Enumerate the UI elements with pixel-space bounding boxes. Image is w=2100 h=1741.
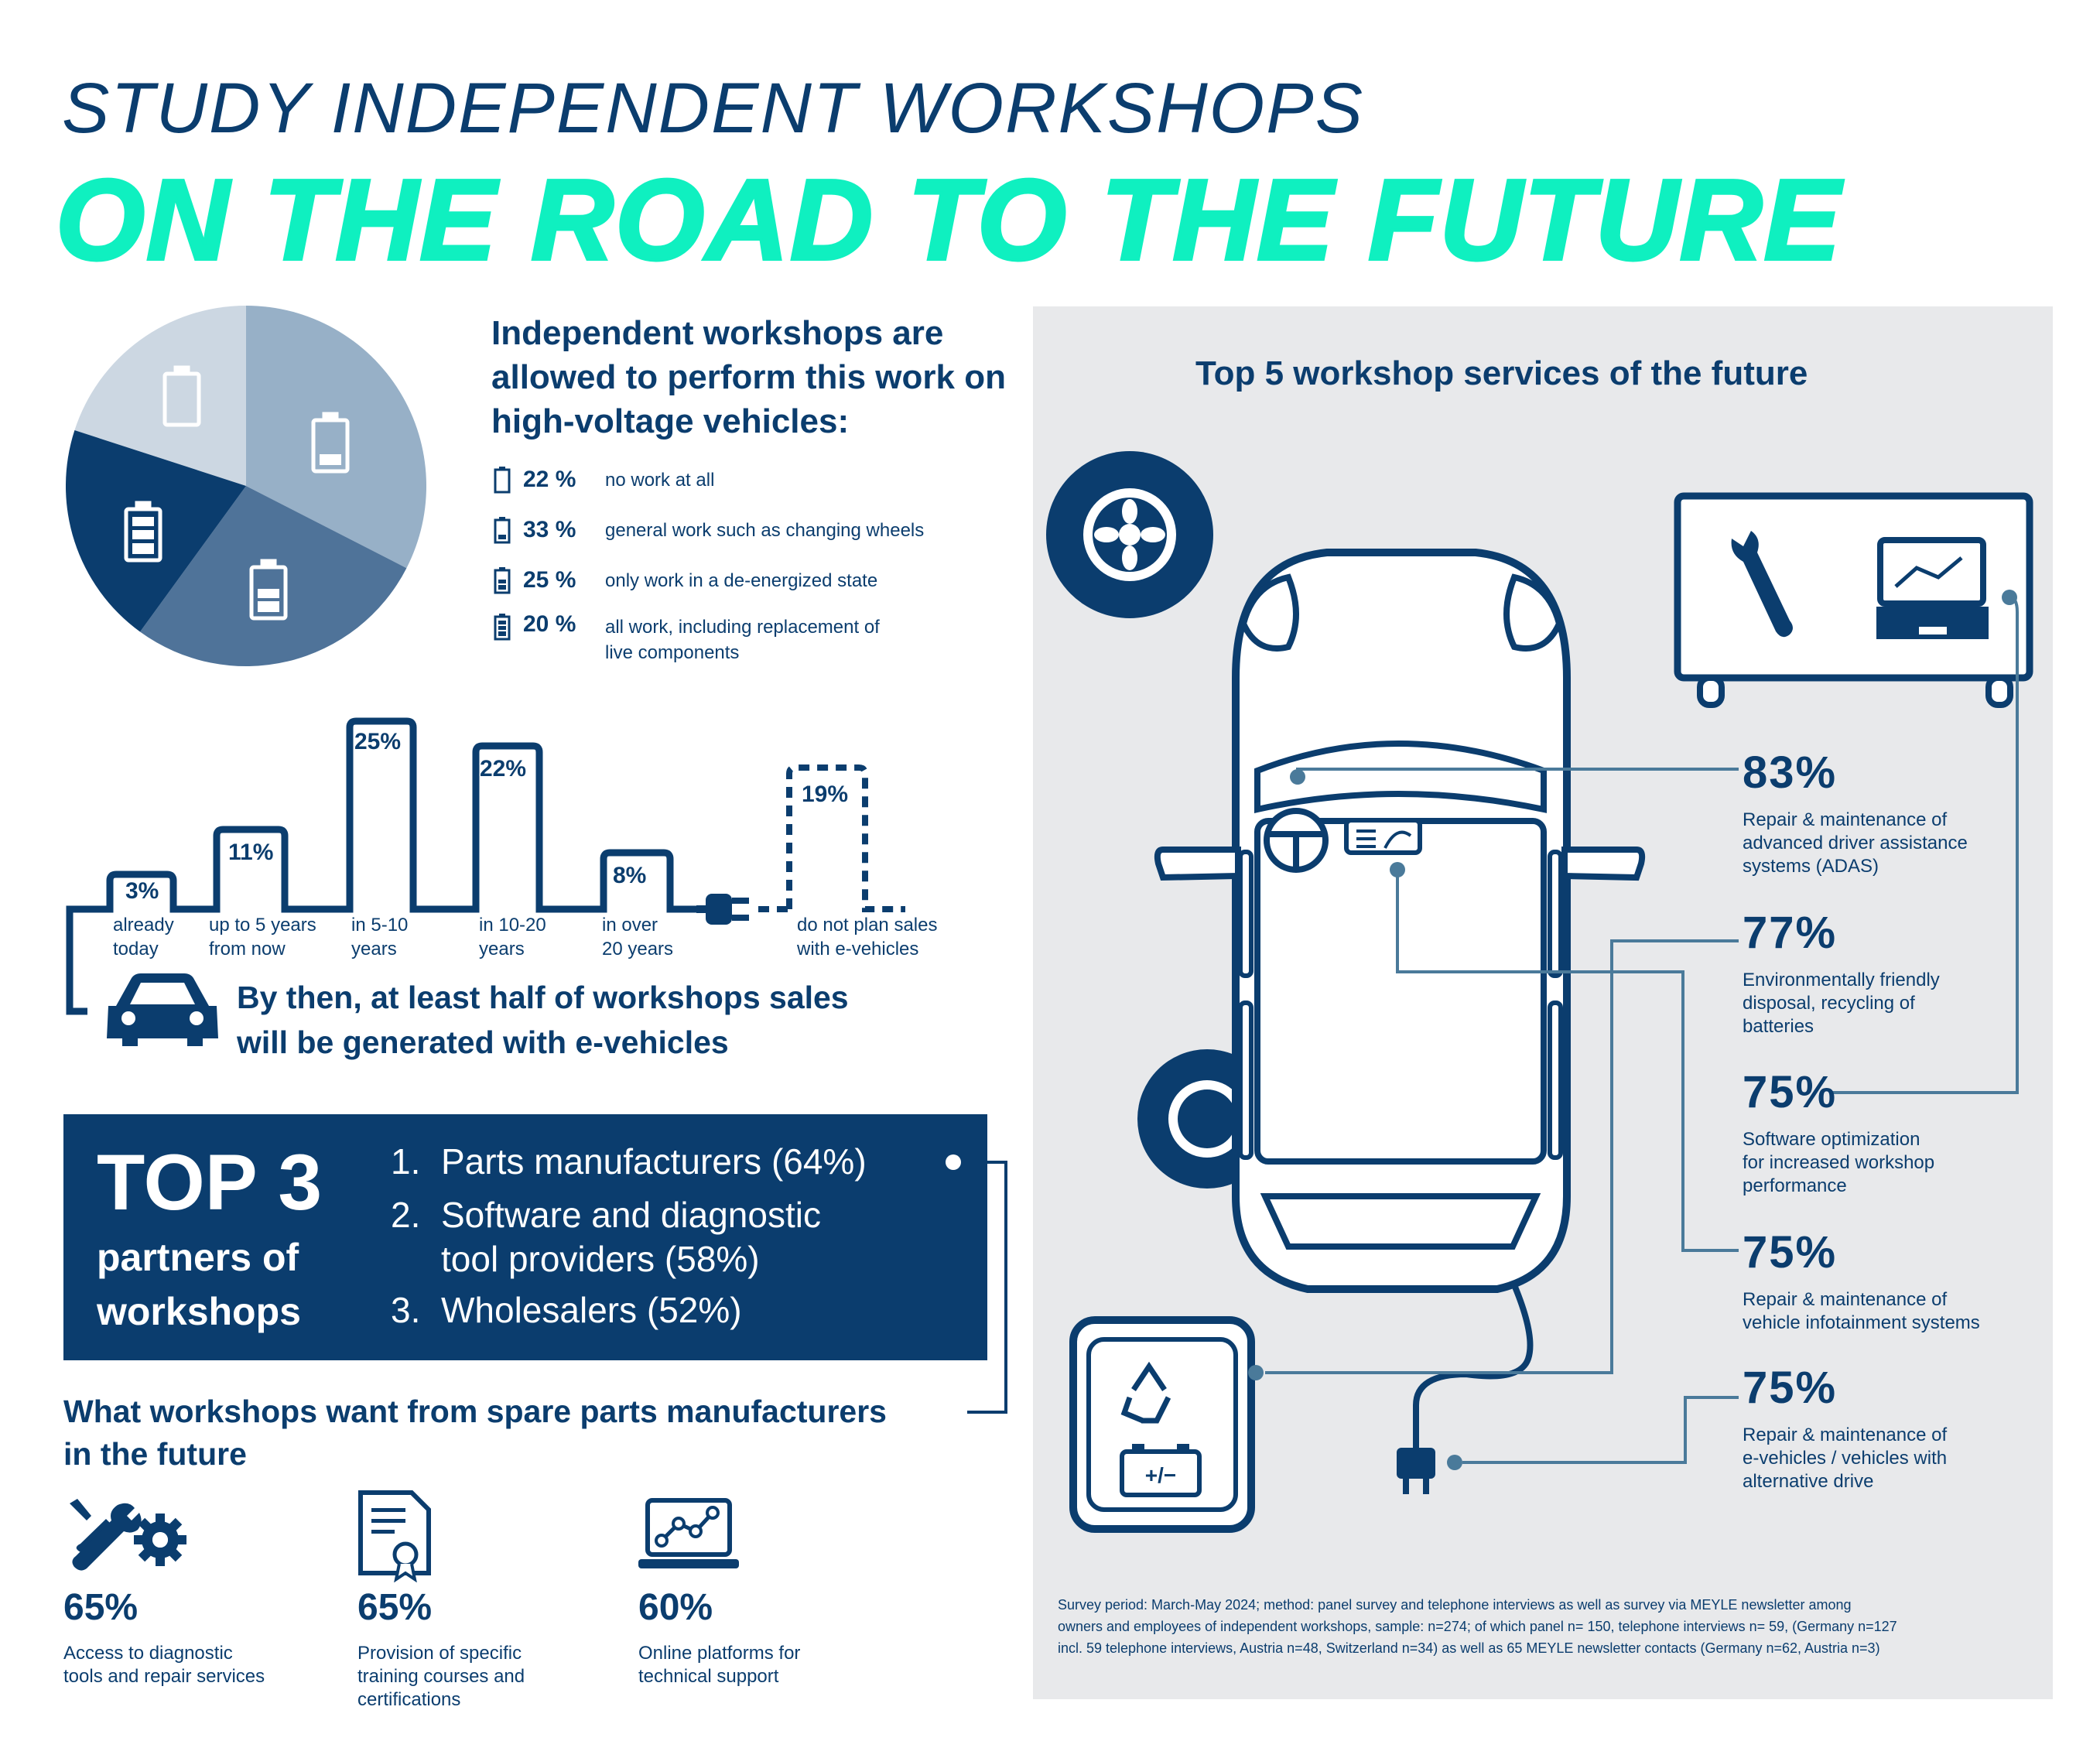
- service-pct: 75%: [1743, 1227, 1838, 1278]
- bar-pct: 25%: [354, 729, 402, 754]
- pie-slice-de-energized: [140, 486, 407, 667]
- service-pct: 75%: [1743, 1363, 1838, 1413]
- top3-subtitle: partners of workshops: [97, 1236, 301, 1333]
- want-text: Online platforms for technical support: [638, 1643, 801, 1687]
- partner-num: 2.: [391, 1195, 421, 1235]
- legend-text: only work in a de-energized state: [605, 570, 878, 591]
- bar-label: in 10-20 years: [479, 915, 546, 959]
- want-text: Access to diagnostic tools and repair ser…: [63, 1643, 265, 1687]
- pie-title: Independent workshops are allowed to per…: [491, 314, 1006, 440]
- service-pct: 77%: [1743, 908, 1838, 958]
- svg-text:+/−: +/−: [1145, 1463, 1176, 1487]
- top3-box: [63, 1114, 987, 1360]
- service-pct: 83%: [1743, 747, 1838, 798]
- battery-full-icon: [124, 501, 162, 563]
- connector-line: [946, 1154, 1007, 1414]
- legend-pct: 20 %: [523, 611, 576, 637]
- want-pct: 65%: [357, 1587, 433, 1628]
- laptop-chart-icon: [638, 1498, 739, 1568]
- battery-full-icon: [494, 614, 511, 641]
- want-pct: 60%: [638, 1587, 713, 1628]
- bar-label: up to 5 years from now: [209, 915, 316, 959]
- partner-text: Parts manufacturers (64%): [441, 1141, 867, 1182]
- legend-row: 33 % general work such as changing wheel…: [494, 515, 924, 546]
- wants-title: What workshops want from spare parts man…: [63, 1394, 887, 1472]
- ev-caption: By then, at least half of workshops sale…: [237, 980, 849, 1060]
- tools-gear-icon: [70, 1499, 186, 1571]
- pie-slice-no-work: [74, 306, 246, 486]
- bar-label: in 5-10 years: [351, 915, 409, 959]
- legend-pct: 33 %: [523, 517, 576, 542]
- plug-icon: [1397, 1448, 1435, 1494]
- pie-slice-all-work: [66, 430, 246, 632]
- battery-half-icon: [494, 567, 511, 594]
- title-line-1: STUDY INDEPENDENT WORKSHOPS: [62, 69, 1364, 148]
- workbench-icon: [1674, 492, 2033, 708]
- legend-row: 22 % no work at all: [494, 464, 714, 495]
- legend-pct: 25 %: [523, 567, 576, 593]
- services-title: Top 5 workshop services of the future: [1195, 354, 1808, 392]
- legend-row: 25 % only work in a de-energized state: [494, 565, 877, 596]
- partner-text: tool providers (58%): [441, 1239, 760, 1279]
- bar-pct: 22%: [480, 756, 527, 782]
- want-text: Provision of specific training courses an…: [357, 1643, 525, 1710]
- certificate-icon: [358, 1490, 431, 1582]
- partner-text: Wholesalers (52%): [441, 1290, 742, 1330]
- legend-text: no work at all: [605, 469, 715, 491]
- plug-icon: [696, 894, 749, 925]
- partner-text: Software and diagnostic: [441, 1195, 821, 1235]
- service-text: Environmentally friendly disposal, recycl…: [1743, 970, 1940, 1037]
- battery-low-icon: [494, 517, 511, 544]
- service-text: Software optimization for increased works…: [1743, 1129, 1935, 1196]
- bar-label: in over 20 years: [602, 915, 674, 959]
- battery-low-icon: [311, 412, 350, 474]
- car-illustration: +/−: [1046, 451, 2033, 1533]
- service-text: Repair & maintenance of advanced driver a…: [1743, 809, 1968, 877]
- legend-pct: 22 %: [523, 467, 576, 492]
- legend-text: all work, including replacement of live …: [605, 617, 880, 663]
- partner-num: 1.: [391, 1141, 421, 1182]
- bar-pct: 8%: [613, 863, 647, 888]
- service-text: Repair & maintenance of vehicle infotainm…: [1743, 1289, 1980, 1333]
- tire-icon: [1046, 451, 1213, 618]
- bar-label: already today: [113, 915, 174, 959]
- battery-recycle-icon: +/−: [1069, 1316, 1255, 1533]
- battery-empty-icon: [162, 365, 201, 427]
- pie-chart: [66, 306, 427, 667]
- pie-slice-general-work: [246, 306, 427, 569]
- survey-footnote: Survey period: March-May 2024; method: p…: [1058, 1597, 1897, 1656]
- battery-half-icon: [249, 559, 288, 621]
- top3-title: TOP 3: [97, 1138, 323, 1226]
- title-line-2: ON THE ROAD TO THE FUTURE: [54, 155, 1842, 286]
- partner-num: 3.: [391, 1290, 421, 1330]
- battery-empty-icon: [494, 467, 511, 494]
- legend-text: general work such as changing wheels: [605, 519, 925, 541]
- car-icon: [107, 973, 218, 1046]
- service-text: Repair & maintenance of e-vehicles / vehi…: [1743, 1425, 1948, 1492]
- bar-label: do not plan sales with e-vehicles: [797, 915, 938, 959]
- ev-sales-path: [66, 717, 905, 1015]
- legend-row: 20 % all work, including replacement of …: [494, 611, 899, 665]
- bar-pct: 3%: [125, 878, 159, 904]
- bar-pct: 11%: [228, 840, 274, 865]
- bar-pct: 19%: [802, 782, 849, 807]
- want-pct: 65%: [63, 1587, 139, 1628]
- service-pct: 75%: [1743, 1067, 1838, 1117]
